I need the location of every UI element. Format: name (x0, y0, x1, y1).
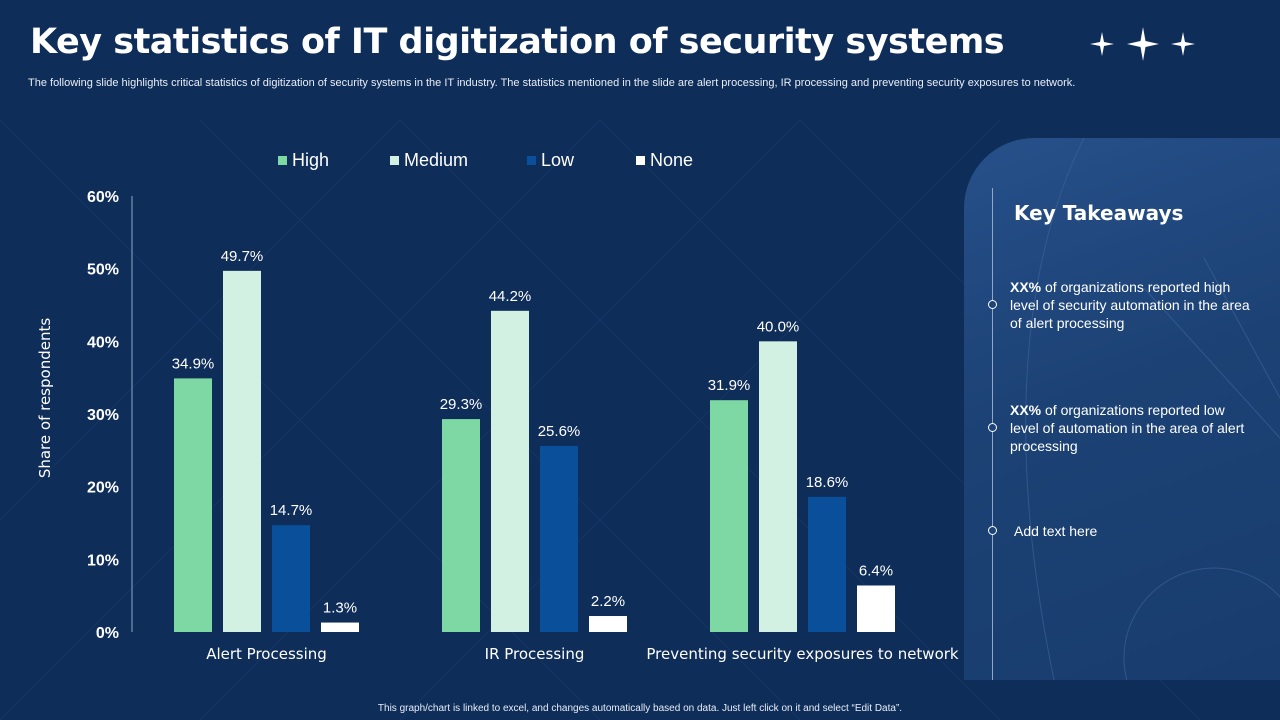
legend-item-medium: Medium (390, 150, 527, 171)
data-label: 34.9% (172, 355, 215, 372)
y-tick-label: 50% (87, 262, 119, 279)
legend-swatch-high (278, 156, 287, 165)
y-tick-label: 60% (87, 189, 119, 206)
y-tick-label: 0% (96, 625, 119, 642)
legend-label-high: High (292, 150, 330, 170)
x-tick-label: Preventing security exposures to network (646, 645, 959, 663)
y-tick-label: 10% (87, 552, 119, 569)
key-takeaways-panel: Key Takeaways XX% of organizations repor… (964, 138, 1280, 680)
data-label: 31.9% (708, 377, 751, 394)
bar-high (710, 400, 748, 632)
bar-low (272, 525, 310, 632)
legend-swatch-medium (390, 156, 399, 165)
bar-medium (759, 341, 797, 632)
timeline-line (992, 188, 993, 680)
takeaway-item-1-bold: XX% (1010, 279, 1042, 295)
data-label: 25.6% (538, 423, 581, 440)
page-subtitle: The following slide highlights critical … (28, 77, 1076, 89)
bar-none (589, 616, 627, 632)
takeaway-item-1: XX% of organizations reported high level… (1010, 278, 1250, 332)
footnote: This graph/chart is linked to excel, and… (377, 703, 903, 714)
bar-low (540, 445, 578, 632)
page-title: Key statistics of IT digitization of sec… (30, 22, 1005, 62)
takeaway-bullet (988, 423, 997, 432)
legend-label-none: None (650, 150, 694, 170)
bar-medium (491, 310, 529, 632)
bar-none (321, 622, 359, 632)
takeaway-bullet (988, 526, 997, 535)
takeaway-bullet (988, 300, 997, 309)
bar-chart: 0% 10% 20% 30% 40% 50% 60% 34.9% 49.7% 14.7% 1.3% A… (87, 189, 959, 663)
takeaway-item-2-text: of organizations reported low level of a… (1010, 402, 1245, 454)
panel-decoration (1025, 138, 1280, 680)
bar-none (857, 585, 895, 632)
bar-medium (223, 270, 261, 632)
y-tick-label: 40% (87, 334, 119, 351)
legend-swatch-none (636, 156, 645, 165)
legend-item-none: None (636, 150, 693, 171)
chart-legend: High Medium Low None (278, 150, 693, 171)
bar-low (808, 496, 846, 632)
data-label: 1.3% (323, 600, 357, 617)
bar-high (442, 419, 480, 632)
x-tick-label: Alert Processing (206, 645, 327, 663)
legend-item-low: Low (527, 150, 636, 171)
takeaways-title: Key Takeaways (1014, 201, 1184, 225)
data-label: 40.0% (757, 318, 800, 335)
x-tick-label: IR Processing (485, 645, 585, 663)
y-tick-label: 30% (87, 407, 119, 424)
sparkle-icon (1090, 27, 1195, 61)
data-label: 44.2% (489, 288, 532, 305)
data-label: 2.2% (591, 593, 625, 610)
data-label: 18.6% (806, 474, 849, 491)
bar-high (174, 378, 212, 632)
y-tick-label: 20% (87, 480, 119, 497)
data-label: 6.4% (859, 562, 893, 579)
takeaway-item-3: Add text here (1014, 522, 1254, 540)
takeaway-item-2-bold: XX% (1010, 402, 1042, 418)
legend-item-high: High (278, 150, 390, 171)
legend-label-medium: Medium (404, 150, 469, 170)
data-label: 14.7% (270, 502, 313, 519)
takeaway-item-2: XX% of organizations reported low level … (1010, 401, 1250, 455)
data-label: 49.7% (221, 248, 264, 265)
legend-swatch-low (527, 156, 536, 165)
takeaway-item-1-text: of organizations reported high level of … (1010, 279, 1250, 331)
data-label: 29.3% (440, 396, 483, 413)
takeaway-item-3-text: Add text here (1014, 523, 1098, 539)
legend-label-low: Low (541, 150, 575, 170)
